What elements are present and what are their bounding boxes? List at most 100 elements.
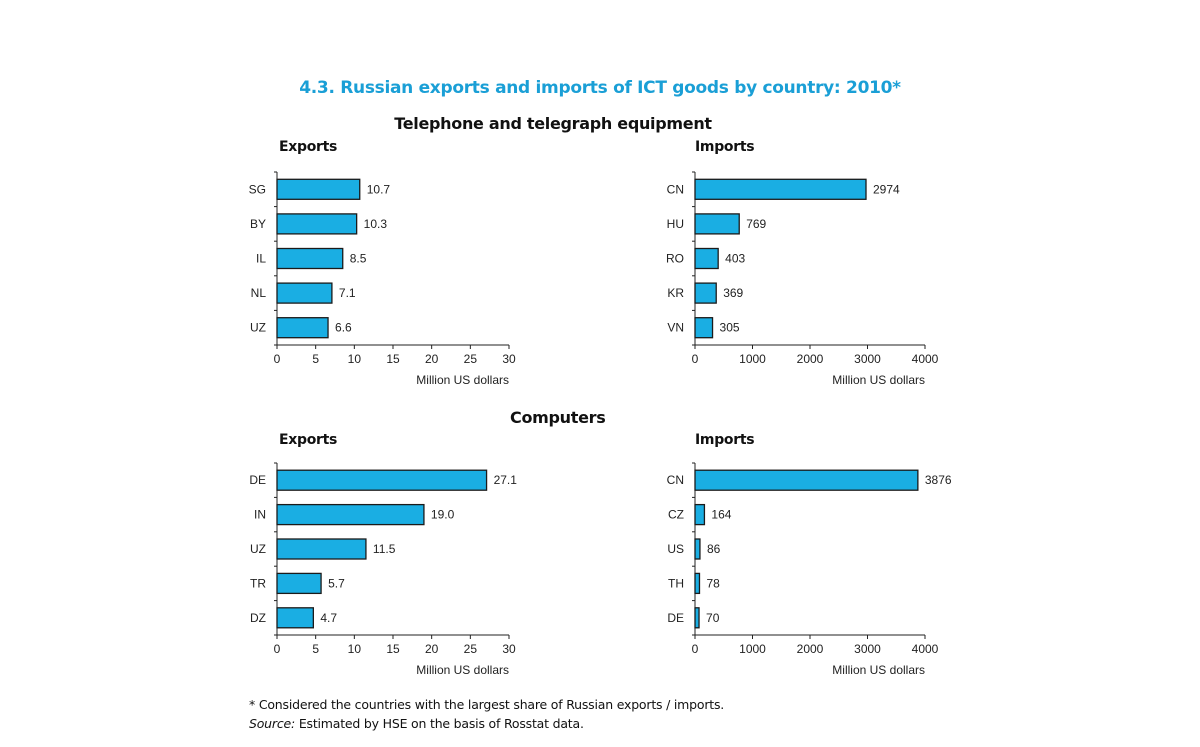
- category-label: IN: [254, 508, 266, 522]
- category-label: CN: [667, 182, 684, 196]
- category-label: NL: [251, 286, 267, 300]
- x-tick-label: 10: [348, 352, 362, 366]
- x-axis-label: Million US dollars: [832, 663, 925, 677]
- chart-comp-imports: 0 1000 2000 3000 4000 Million US dollars CN 387…: [667, 462, 952, 677]
- x-axis-label: Million US dollars: [416, 663, 509, 677]
- bar-IN: [276, 503, 425, 526]
- x-tick-label: 0: [274, 352, 281, 366]
- value-label: 403: [725, 252, 745, 266]
- category-label: TH: [668, 576, 684, 590]
- panel-title-tel-exports: Exports: [279, 139, 338, 155]
- bar-CZ: [694, 503, 706, 526]
- category-label: HU: [667, 217, 684, 231]
- x-tick-label: 3000: [854, 642, 881, 656]
- category-label: UZ: [250, 321, 266, 335]
- category-label: TR: [250, 576, 266, 590]
- x-tick-label: 15: [386, 352, 400, 366]
- bar-TH: [694, 572, 701, 595]
- x-tick-label: 10: [348, 642, 362, 656]
- x-axis-label: Million US dollars: [832, 373, 925, 387]
- category-label: CN: [667, 473, 684, 487]
- bar-IL: [276, 247, 344, 270]
- value-label: 5.7: [328, 576, 345, 590]
- value-label: 6.6: [335, 321, 352, 335]
- x-tick-label: 20: [425, 352, 439, 366]
- value-label: 4.7: [320, 611, 337, 625]
- value-label: 305: [720, 321, 740, 335]
- x-tick-label: 1000: [739, 642, 766, 656]
- x-tick-label: 25: [464, 642, 478, 656]
- category-label: DZ: [250, 611, 266, 625]
- x-tick-label: 2000: [797, 352, 824, 366]
- category-label: UZ: [250, 542, 266, 556]
- value-label: 3876: [925, 473, 952, 487]
- bar-SG: [276, 178, 361, 200]
- x-tick-label: 4000: [912, 642, 939, 656]
- bar-BY: [276, 213, 358, 235]
- source-text: Estimated by HSE on the basis of Rosstat…: [298, 716, 584, 731]
- x-tick-label: 2000: [797, 642, 824, 656]
- source-line: Source: Estimated by HSE on the basis of…: [249, 716, 584, 731]
- x-tick-label: 15: [386, 642, 400, 656]
- bar-DE: [694, 607, 700, 629]
- category-label: IL: [256, 252, 266, 266]
- category-label: BY: [250, 217, 266, 231]
- footnote: * Considered the countries with the larg…: [249, 697, 725, 712]
- bar-US: [694, 538, 701, 560]
- bar-VN: [694, 317, 714, 339]
- value-label: 10.3: [364, 217, 388, 231]
- value-label: 8.5: [350, 252, 367, 266]
- value-label: 769: [746, 217, 766, 231]
- value-label: 7.1: [339, 286, 356, 300]
- bar-TR: [276, 572, 322, 595]
- x-tick-label: 0: [274, 642, 281, 656]
- x-tick-label: 5: [312, 352, 319, 366]
- category-label: US: [667, 542, 684, 556]
- value-label: 86: [707, 542, 721, 556]
- x-tick-label: 3000: [854, 352, 881, 366]
- x-tick-label: 5: [312, 642, 319, 656]
- bar-RO: [694, 247, 719, 270]
- x-tick-label: 20: [425, 642, 439, 656]
- x-axis-label: Million US dollars: [416, 373, 509, 387]
- bar-NL: [276, 282, 333, 304]
- figure-title: 4.3. Russian exports and imports of ICT …: [299, 78, 901, 98]
- bar-DZ: [276, 607, 314, 629]
- panel-title-tel-imports: Imports: [695, 139, 755, 155]
- category-label: VN: [667, 321, 684, 335]
- value-label: 78: [706, 576, 720, 590]
- chart-comp-exports: 0 5 10 15 20 25 30 Million US dollars DE 27.1 IN 19…: [249, 462, 518, 677]
- x-tick-label: 0: [692, 352, 699, 366]
- bar-UZ: [276, 538, 367, 560]
- section-title-computers: Computers: [510, 408, 606, 427]
- bar-CN: [694, 469, 919, 491]
- value-label: 10.7: [367, 182, 391, 196]
- category-label: DE: [667, 611, 684, 625]
- bar-HU: [694, 213, 740, 235]
- x-tick-label: 25: [464, 352, 478, 366]
- chart-tel-imports: 0 1000 2000 3000 4000 Million US dollars CN 297…: [666, 171, 939, 387]
- x-tick-label: 4000: [912, 352, 939, 366]
- section-title-telephone: Telephone and telegraph equipment: [394, 114, 712, 133]
- category-label: CZ: [668, 508, 684, 522]
- value-label: 2974: [873, 182, 900, 196]
- category-label: RO: [666, 252, 684, 266]
- value-label: 70: [706, 611, 720, 625]
- source-label: Source:: [249, 716, 296, 731]
- x-tick-label: 0: [692, 642, 699, 656]
- panel-title-comp-exports: Exports: [279, 432, 338, 448]
- panel-title-comp-imports: Imports: [695, 432, 755, 448]
- bar-UZ: [276, 317, 329, 339]
- bar-KR: [694, 282, 717, 304]
- x-tick-label: 30: [502, 642, 516, 656]
- value-label: 164: [711, 508, 731, 522]
- chart-tel-exports: 0 5 10 15 20 25 30 Million US dollars SG 10.7 BY 10…: [249, 171, 516, 387]
- bar-CN: [694, 178, 867, 200]
- value-label: 27.1: [494, 473, 518, 487]
- value-label: 11.5: [373, 542, 396, 556]
- bar-DE: [276, 469, 488, 491]
- value-label: 369: [723, 286, 743, 300]
- category-label: DE: [249, 473, 266, 487]
- x-tick-label: 30: [502, 352, 516, 366]
